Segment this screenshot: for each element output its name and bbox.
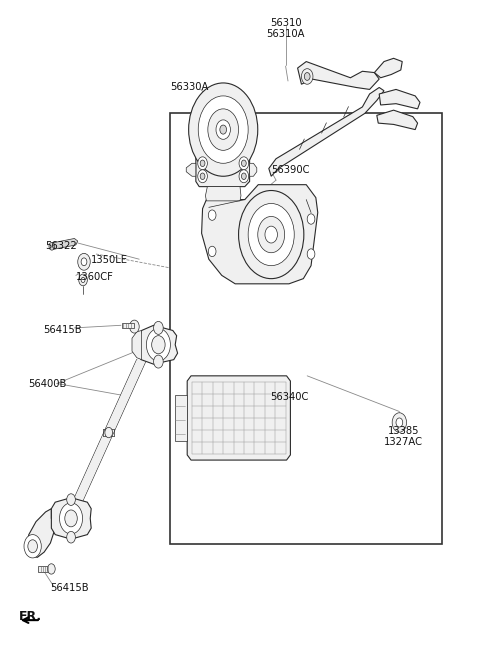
Circle shape [28, 540, 37, 553]
Circle shape [49, 242, 55, 250]
Circle shape [200, 160, 205, 167]
Circle shape [154, 321, 163, 334]
Polygon shape [137, 325, 178, 364]
Circle shape [239, 191, 304, 279]
Circle shape [248, 203, 294, 266]
Text: 56415B: 56415B [43, 325, 82, 336]
Circle shape [239, 170, 249, 183]
Circle shape [220, 125, 227, 134]
Polygon shape [374, 58, 402, 78]
Polygon shape [122, 323, 134, 328]
Text: 56390C: 56390C [271, 165, 310, 175]
Circle shape [258, 216, 285, 253]
Circle shape [208, 210, 216, 220]
Circle shape [24, 535, 41, 558]
Circle shape [67, 531, 75, 543]
Circle shape [307, 214, 315, 224]
Polygon shape [377, 110, 418, 130]
Text: 13385: 13385 [387, 426, 419, 436]
Circle shape [198, 96, 248, 163]
Circle shape [392, 413, 407, 432]
Polygon shape [186, 163, 196, 176]
Circle shape [396, 418, 403, 427]
Text: 1360CF: 1360CF [76, 272, 114, 283]
Polygon shape [187, 376, 290, 460]
Text: 1327AC: 1327AC [384, 437, 423, 447]
Circle shape [48, 564, 55, 574]
Text: 56330A: 56330A [170, 82, 209, 93]
Polygon shape [205, 187, 241, 201]
Circle shape [208, 109, 239, 150]
Text: 56340C: 56340C [270, 391, 308, 402]
Polygon shape [26, 509, 54, 557]
Text: 56400B: 56400B [28, 378, 66, 389]
Text: 56310: 56310 [270, 17, 301, 28]
Text: 56415B: 56415B [50, 583, 89, 594]
Circle shape [79, 274, 87, 286]
Circle shape [152, 336, 165, 354]
Circle shape [154, 355, 163, 368]
Circle shape [241, 173, 246, 179]
Text: 56322: 56322 [46, 241, 77, 251]
Circle shape [105, 428, 112, 438]
Polygon shape [202, 185, 318, 284]
Text: FR.: FR. [19, 610, 42, 623]
Text: 1350LE: 1350LE [91, 255, 128, 266]
Polygon shape [298, 62, 379, 89]
Circle shape [60, 503, 83, 534]
Circle shape [216, 120, 230, 139]
Polygon shape [52, 238, 78, 249]
Circle shape [304, 73, 310, 80]
Polygon shape [379, 89, 420, 109]
Polygon shape [51, 498, 91, 539]
Text: 56310A: 56310A [266, 29, 305, 39]
Polygon shape [269, 87, 384, 176]
Polygon shape [38, 566, 51, 572]
FancyBboxPatch shape [175, 395, 187, 441]
Circle shape [307, 249, 315, 259]
Circle shape [146, 329, 170, 361]
Circle shape [78, 253, 90, 270]
Polygon shape [132, 330, 142, 360]
Circle shape [65, 510, 77, 527]
Circle shape [200, 173, 205, 179]
Circle shape [198, 157, 207, 170]
Polygon shape [71, 360, 146, 505]
Circle shape [81, 258, 87, 266]
FancyBboxPatch shape [170, 113, 442, 544]
Circle shape [198, 170, 207, 183]
Circle shape [130, 320, 139, 333]
Circle shape [239, 157, 249, 170]
Circle shape [241, 160, 246, 167]
Circle shape [67, 494, 75, 505]
Circle shape [208, 246, 216, 257]
Polygon shape [196, 150, 250, 187]
Circle shape [265, 226, 277, 243]
Circle shape [301, 69, 313, 84]
Circle shape [81, 277, 85, 283]
Polygon shape [250, 163, 257, 176]
Circle shape [189, 83, 258, 176]
